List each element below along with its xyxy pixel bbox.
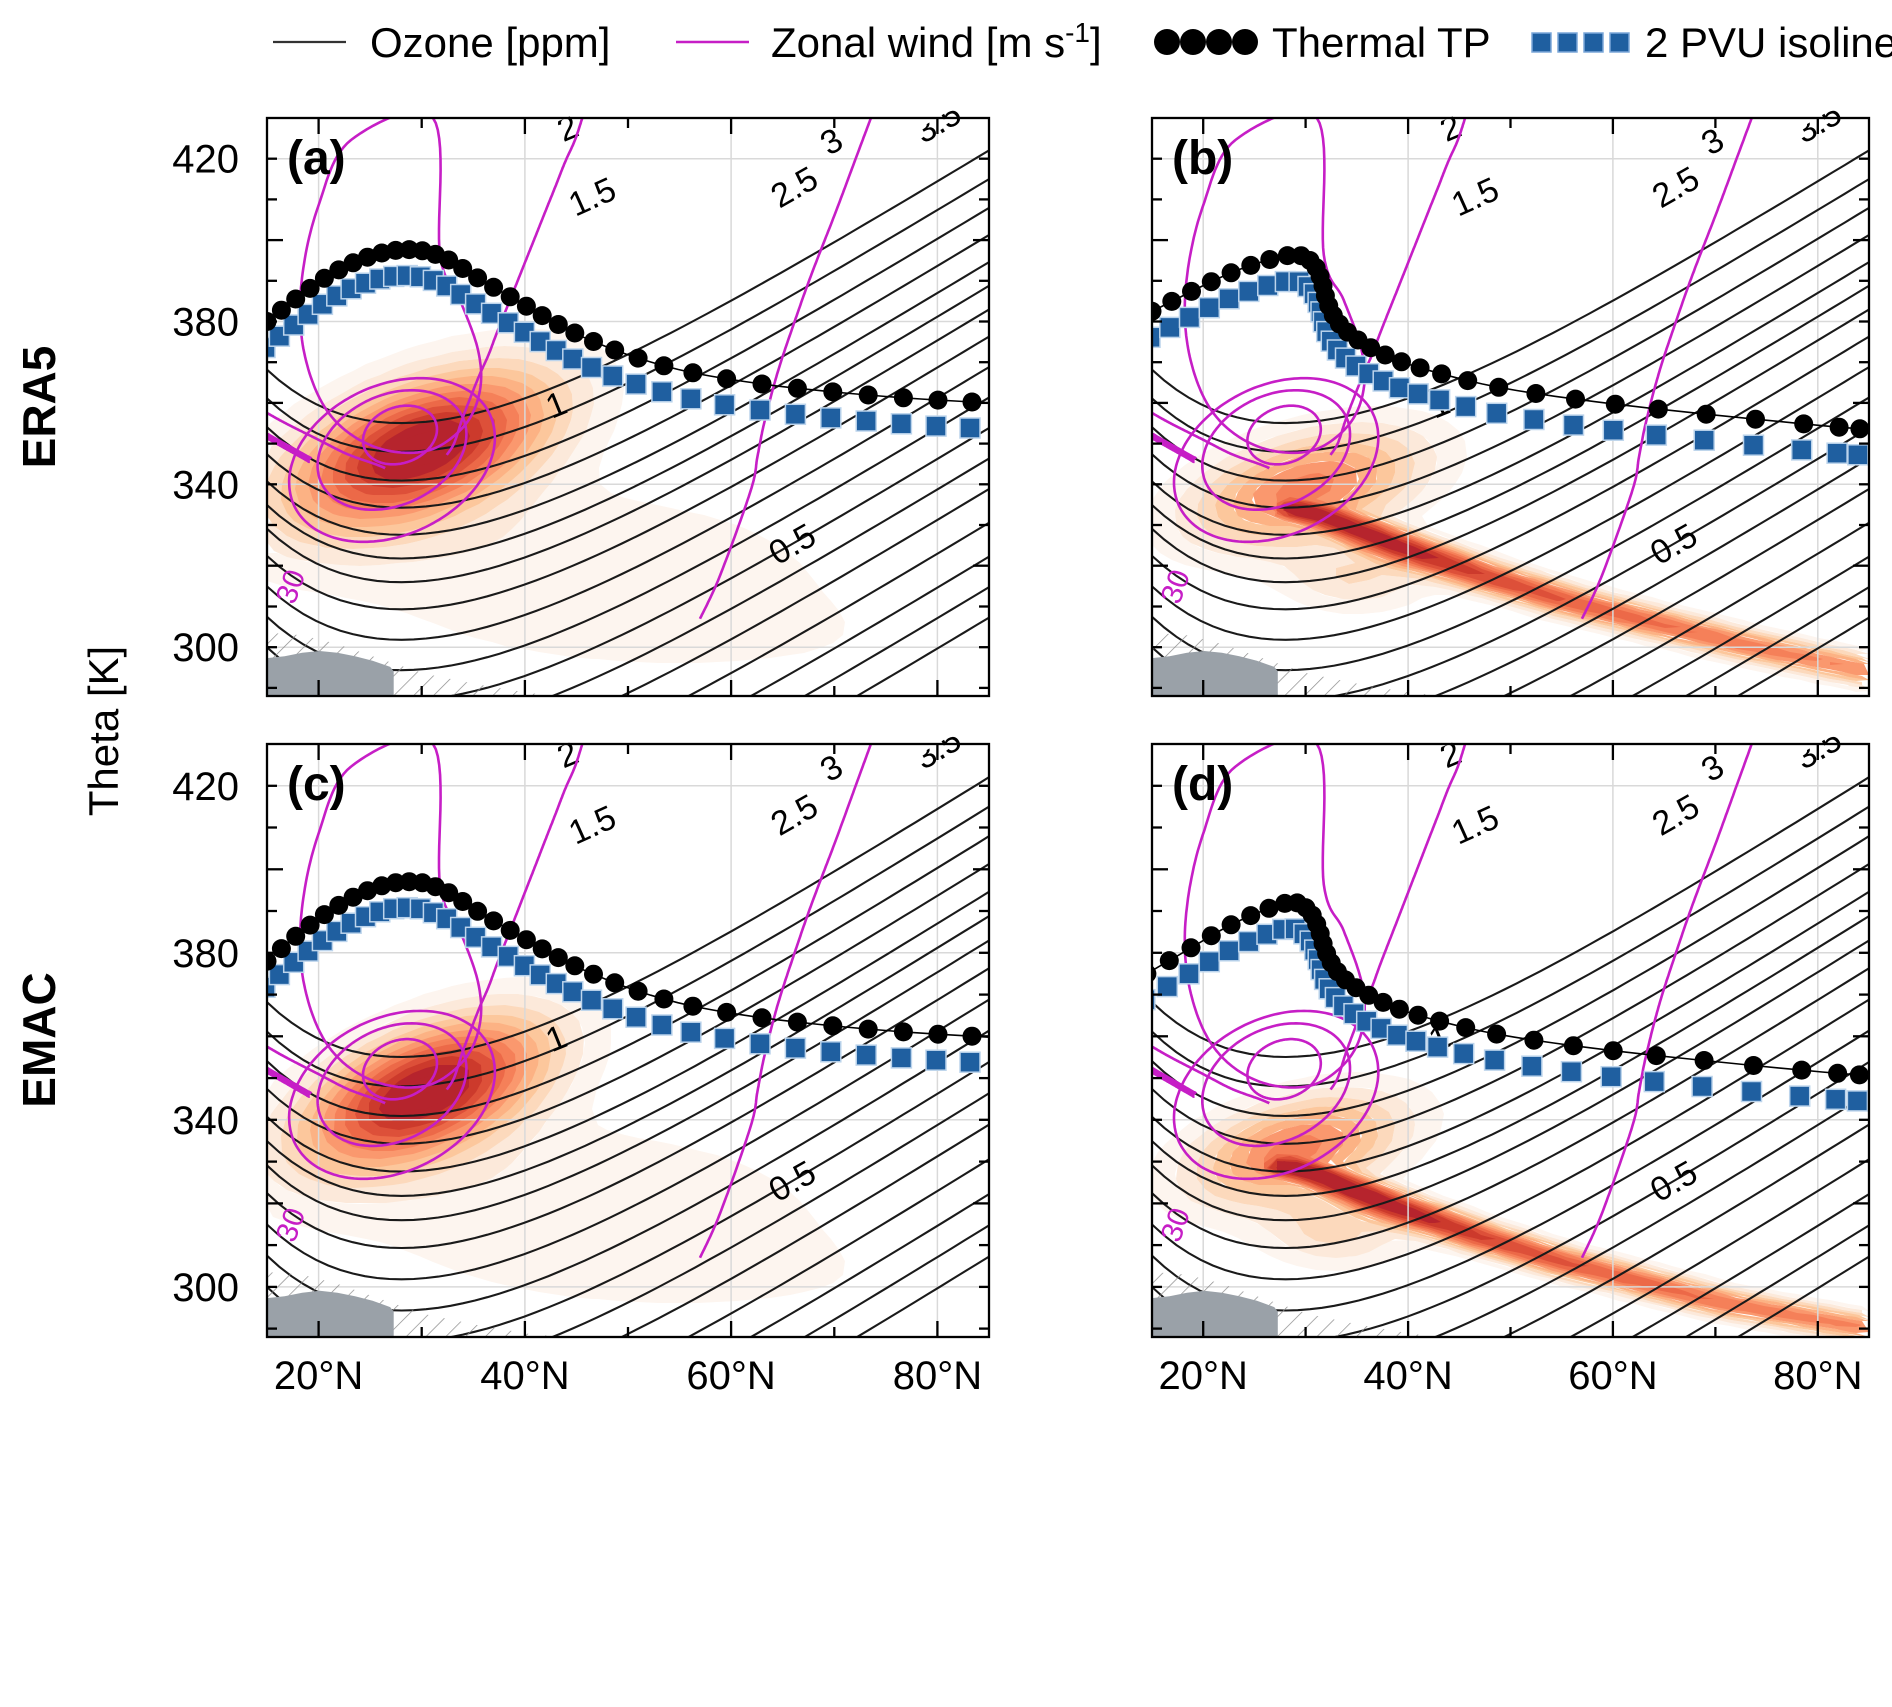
- svg-text:(a): (a): [287, 132, 346, 185]
- svg-text:20°N: 20°N: [274, 1354, 363, 1398]
- svg-text:380: 380: [172, 301, 239, 345]
- svg-text:40°N: 40°N: [480, 1354, 569, 1398]
- svg-text:40°N: 40°N: [1363, 1354, 1452, 1398]
- svg-text:60°N: 60°N: [1568, 1354, 1657, 1398]
- svg-text:2 PVU isoline: 2 PVU isoline: [1645, 19, 1892, 66]
- svg-text:EMAC: EMAC: [13, 972, 65, 1107]
- svg-text:(c): (c): [287, 758, 346, 811]
- svg-text:Ozone [ppm]: Ozone [ppm]: [370, 19, 610, 66]
- svg-text:40: 40: [350, 1624, 392, 1667]
- svg-text:ERA5: ERA5: [13, 346, 65, 469]
- svg-text:Zonal wind [m s-1]: Zonal wind [m s-1]: [771, 17, 1102, 67]
- svg-text:Thermal TP: Thermal TP: [1272, 19, 1491, 66]
- svg-text:(b): (b): [1172, 132, 1233, 185]
- svg-text:60°N: 60°N: [686, 1354, 775, 1398]
- svg-text:80°N: 80°N: [1773, 1354, 1862, 1398]
- svg-text:300: 300: [172, 626, 239, 670]
- svg-text:340: 340: [172, 463, 239, 507]
- svg-text:10: 10: [187, 1184, 233, 1230]
- svg-text:80°N: 80°N: [893, 1354, 982, 1398]
- svg-text:0: 0: [1004, 1229, 1037, 1266]
- svg-text:10: 10: [1072, 1184, 1118, 1230]
- svg-text:Theta [K]: Theta [K]: [80, 646, 127, 816]
- svg-text:0: 0: [118, 1229, 151, 1266]
- svg-text:20°N: 20°N: [1159, 1354, 1248, 1398]
- svg-text:340: 340: [172, 1099, 239, 1143]
- svg-text:40: 40: [1234, 1624, 1276, 1667]
- svg-text:380: 380: [172, 932, 239, 976]
- svg-text:420: 420: [172, 765, 239, 809]
- svg-text:10: 10: [730, 1604, 772, 1647]
- svg-text:(d): (d): [1172, 758, 1233, 811]
- svg-text:420: 420: [172, 138, 239, 182]
- svg-text:300: 300: [172, 1266, 239, 1310]
- svg-text:10: 10: [1611, 1604, 1653, 1647]
